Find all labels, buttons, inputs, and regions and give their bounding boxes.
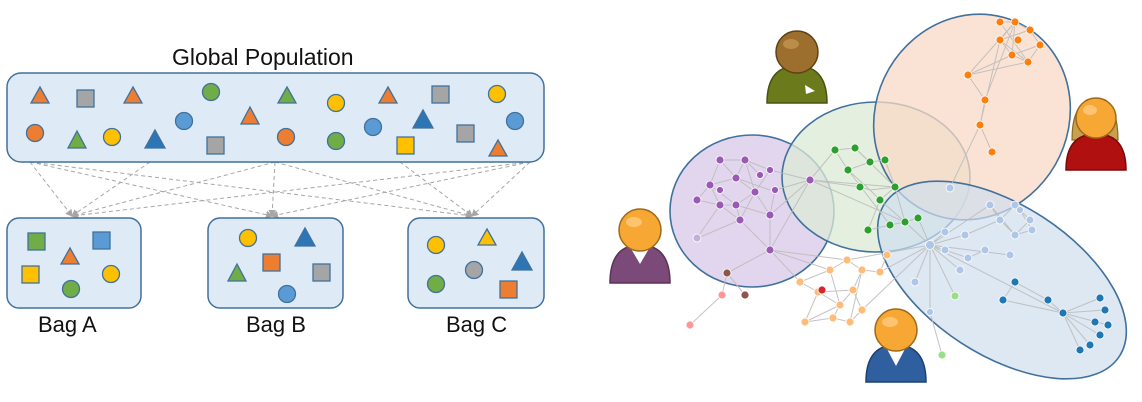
purple-nodes — [692, 155, 815, 255]
bag-c-shapes — [426, 227, 534, 299]
light-green-nodes — [937, 291, 960, 360]
green-nodes — [830, 143, 923, 235]
circle-shape — [426, 274, 446, 294]
bag-a-shapes — [21, 231, 121, 299]
circle-shape — [25, 123, 45, 143]
network-nodes — [685, 17, 1113, 360]
bag-b-label: Bag B — [246, 312, 306, 337]
circle-shape — [363, 117, 383, 137]
square-shape — [92, 231, 111, 250]
triangle-shape — [276, 85, 298, 104]
bag-a-label: Bag A — [38, 312, 97, 337]
triangle-shape — [476, 227, 498, 246]
circle-shape — [464, 260, 484, 280]
circle-shape — [102, 127, 122, 147]
bag-b-shapes — [226, 226, 331, 304]
triangle-shape — [487, 138, 509, 157]
triangle-shape — [122, 85, 144, 104]
square-shape — [431, 85, 450, 104]
circle-shape — [505, 111, 525, 131]
triangle-shape — [29, 85, 51, 104]
user-purple-icon — [609, 208, 671, 284]
square-shape — [499, 280, 518, 299]
circle-shape — [487, 84, 507, 104]
circle-shape — [101, 264, 121, 284]
bag-c-label: Bag C — [446, 312, 508, 337]
circle-shape — [276, 127, 296, 147]
square-shape — [456, 124, 475, 143]
user-red-icon — [1065, 97, 1127, 171]
square-shape — [312, 263, 331, 282]
square-shape — [21, 265, 40, 284]
global-population-title: Global Population — [172, 44, 354, 70]
circle-shape — [238, 228, 258, 248]
sampling-arrows — [29, 161, 531, 220]
circle-shape — [174, 111, 194, 131]
triangle-shape — [293, 226, 317, 247]
user-blue-icon — [865, 308, 927, 383]
global-population-shapes — [25, 82, 525, 157]
group-ellipses — [669, 13, 1128, 380]
triangle-shape — [239, 105, 261, 125]
circle-shape — [277, 284, 297, 304]
square-shape — [76, 89, 95, 108]
circle-shape — [201, 82, 221, 102]
orange-nodes — [963, 17, 1045, 157]
dark-blue-nodes — [998, 277, 1113, 355]
triangle-shape — [59, 246, 81, 265]
circle-shape — [61, 279, 81, 299]
circle-shape — [426, 235, 446, 255]
light-blue-nodes — [910, 183, 1037, 316]
square-shape — [27, 232, 46, 251]
triangle-shape — [143, 128, 167, 149]
square-shape — [262, 253, 281, 272]
light-orange-nodes — [795, 250, 892, 327]
square-shape — [206, 136, 225, 155]
triangle-shape — [66, 129, 88, 149]
global-population-box — [6, 72, 545, 163]
circle-shape — [326, 93, 346, 113]
square-shape — [396, 136, 415, 155]
triangle-shape — [226, 262, 248, 282]
triangle-shape — [377, 85, 399, 104]
user-olive-icon — [766, 30, 828, 104]
triangle-shape — [510, 250, 534, 271]
triangle-shape — [411, 108, 435, 129]
circle-shape — [326, 131, 346, 151]
